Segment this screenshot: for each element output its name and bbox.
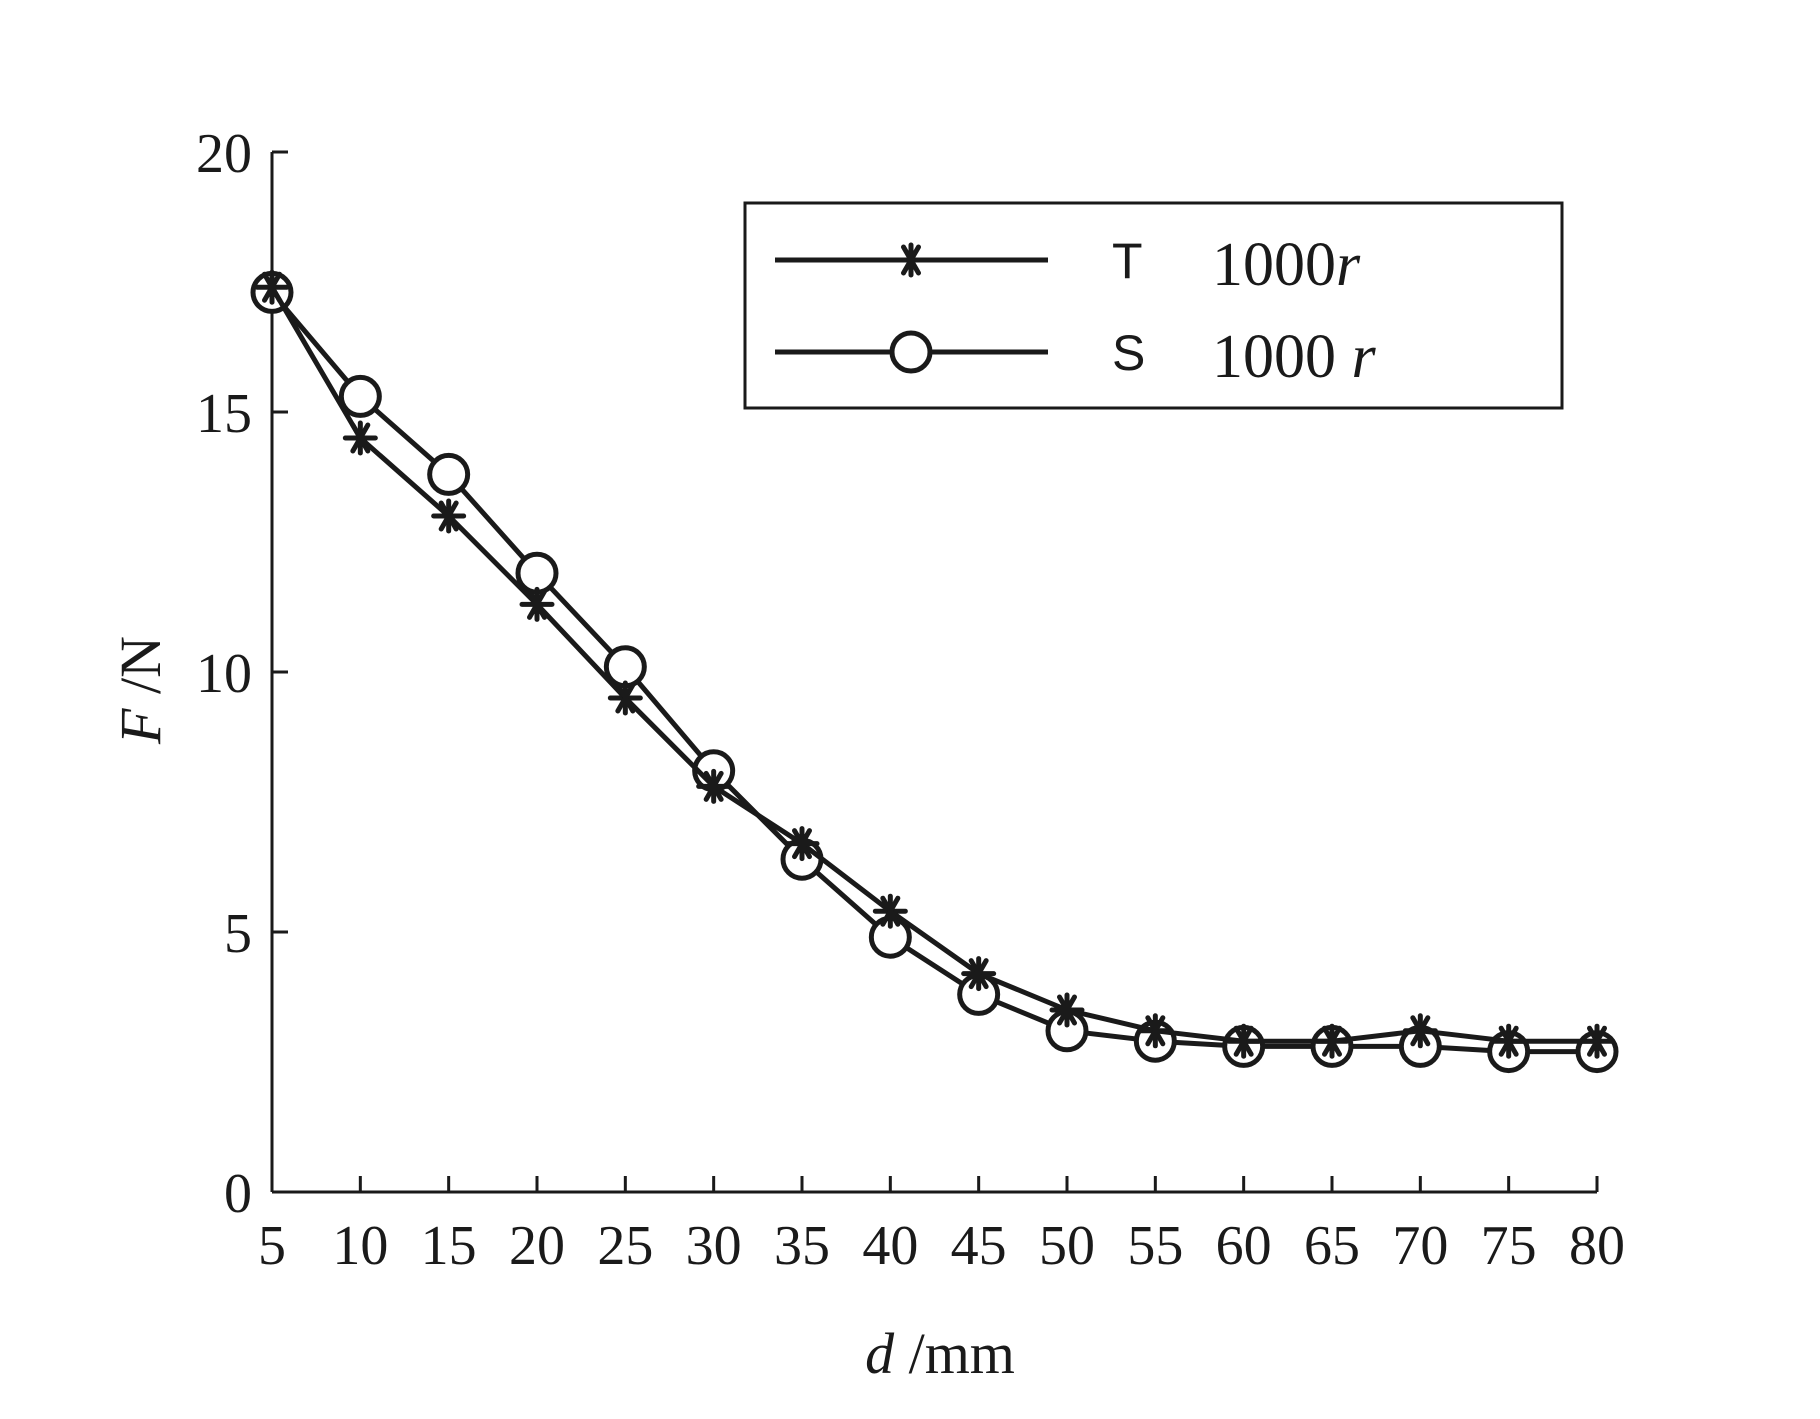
x-axis-symbol: d (865, 1321, 895, 1386)
legend-label-S: 1000 r (1212, 323, 1377, 391)
data-point-T (254, 269, 290, 305)
y-axis-label: F /N (108, 636, 173, 745)
x-tick-label: 45 (951, 1215, 1007, 1277)
legend-label-T-var: r (1336, 231, 1361, 299)
legend: T 1000r S 1000 r (743, 201, 1564, 410)
data-point-T (519, 586, 555, 622)
y-tick-label: 15 (196, 383, 252, 445)
series-line-T (269, 285, 1597, 1044)
data-point-T (1049, 992, 1085, 1028)
y-tick-label: 0 (224, 1163, 252, 1225)
legend-marker-asterisk (893, 242, 929, 278)
legend-marker-T (893, 242, 929, 278)
data-point-T (1137, 1013, 1173, 1049)
legend-box (743, 201, 1564, 410)
data-point-S (515, 551, 559, 595)
x-axis-label: d /mm (865, 1321, 1015, 1386)
x-tick-label: 15 (421, 1215, 477, 1277)
data-point-T (696, 768, 732, 804)
data-point-T (961, 956, 997, 992)
x-tick-label: 35 (774, 1215, 830, 1277)
x-tick-label: 65 (1304, 1215, 1360, 1277)
data-point-T (1579, 1023, 1615, 1059)
x-tick-label: 10 (332, 1215, 388, 1277)
x-tick-label: 30 (686, 1215, 742, 1277)
legend-code-S: S (1112, 325, 1145, 381)
series-layer (250, 269, 1619, 1074)
x-tick-label: 55 (1127, 1215, 1183, 1277)
data-point-T (1491, 1023, 1527, 1059)
series-line-S (270, 290, 1597, 1055)
y-axis-unit: /N (108, 636, 173, 709)
x-tick-label: 50 (1039, 1215, 1095, 1277)
legend-entry-T: T 1000r (775, 231, 1361, 299)
legend-marker-S (889, 330, 933, 374)
y-tick-label: 20 (196, 123, 252, 185)
data-point-T (1402, 1013, 1438, 1049)
x-axis-unit: /mm (894, 1321, 1015, 1386)
data-point-T (1314, 1023, 1350, 1059)
legend-label-S-prefix: 1000 (1212, 323, 1352, 391)
legend-label-T-prefix: 1000 (1212, 231, 1336, 299)
legend-label-T: 1000r (1212, 231, 1361, 299)
x-tick-label: 25 (597, 1215, 653, 1277)
data-point-T (607, 680, 643, 716)
data-point-T (342, 420, 378, 456)
y-axis-symbol: F (108, 708, 173, 745)
legend-entry-S: S 1000 r (775, 323, 1377, 391)
x-tick-label: 60 (1216, 1215, 1272, 1277)
x-tick-label: 40 (862, 1215, 918, 1277)
y-tick-label: 5 (224, 903, 252, 965)
data-point-S (603, 645, 647, 689)
x-tick-label: 5 (258, 1215, 286, 1277)
x-tick-label: 75 (1481, 1215, 1537, 1277)
data-point-T (872, 893, 908, 929)
data-point-T (431, 498, 467, 534)
series-T (254, 269, 1615, 1059)
data-point-S (338, 374, 382, 418)
data-point-S (427, 452, 471, 496)
legend-code-T: T (1112, 233, 1143, 289)
legend-label-S-var: r (1352, 323, 1377, 391)
data-point-T (784, 826, 820, 862)
x-tick-label: 80 (1569, 1215, 1625, 1277)
x-tick-label: 20 (509, 1215, 565, 1277)
y-tick-label: 10 (196, 643, 252, 705)
legend-marker-circle (889, 330, 933, 374)
x-tick-label: 70 (1392, 1215, 1448, 1277)
data-point-T (1226, 1023, 1262, 1059)
